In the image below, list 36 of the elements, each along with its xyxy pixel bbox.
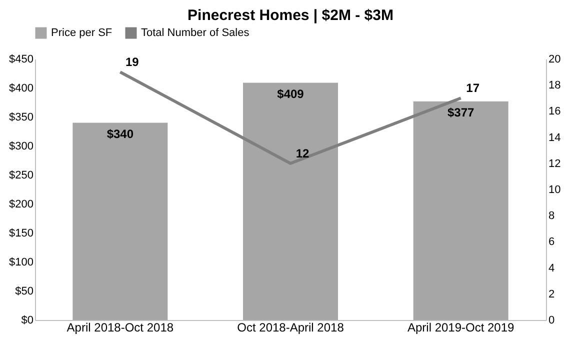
- y2-tick-label: 12: [548, 158, 561, 170]
- y-tick-label: $200: [9, 198, 34, 210]
- data-label: 19: [125, 55, 140, 70]
- data-label: 12: [296, 146, 310, 160]
- y-tick-label: $50: [15, 286, 34, 298]
- y-tick-label: $100: [9, 256, 34, 268]
- y2-tick-label: 8: [548, 210, 555, 222]
- y-tick-label: $450: [9, 54, 34, 66]
- y2-tick-label: 2: [548, 288, 555, 300]
- data-label: $340: [106, 126, 134, 141]
- x-tick-label: Oct 2018-April 2018: [237, 320, 344, 334]
- data-label: 17: [466, 81, 480, 96]
- y-tick-label: $150: [9, 228, 34, 240]
- y2-tick-label: 16: [548, 106, 561, 118]
- y2-tick-label: 0: [548, 314, 555, 326]
- y-tick-label: $400: [9, 82, 34, 94]
- y2-tick-label: 10: [548, 184, 561, 196]
- data-label: $409: [277, 86, 304, 101]
- y-tick-label: $350: [9, 112, 34, 124]
- y-tick-label: $0: [21, 314, 34, 326]
- bar: [413, 101, 508, 320]
- bar: [243, 82, 338, 320]
- chart-title: Pinecrest Homes | $2M - $3M: [188, 7, 394, 24]
- y2-tick-label: 14: [548, 132, 561, 144]
- x-tick-label: April 2018-Oct 2018: [66, 320, 174, 334]
- legend-label: Price per SF: [51, 27, 112, 39]
- y2-tick-label: 18: [548, 80, 561, 92]
- x-tick-label: April 2019-Oct 2019: [407, 320, 515, 334]
- bar: [72, 122, 168, 320]
- y2-tick-label: 4: [548, 262, 555, 274]
- data-label: $377: [447, 105, 475, 120]
- legend-label: Total Number of Sales: [141, 27, 250, 39]
- y-tick-label: $250: [9, 170, 34, 182]
- y2-tick-label: 6: [548, 236, 555, 248]
- y-tick-label: $300: [9, 140, 34, 152]
- y2-tick-label: 20: [548, 54, 561, 66]
